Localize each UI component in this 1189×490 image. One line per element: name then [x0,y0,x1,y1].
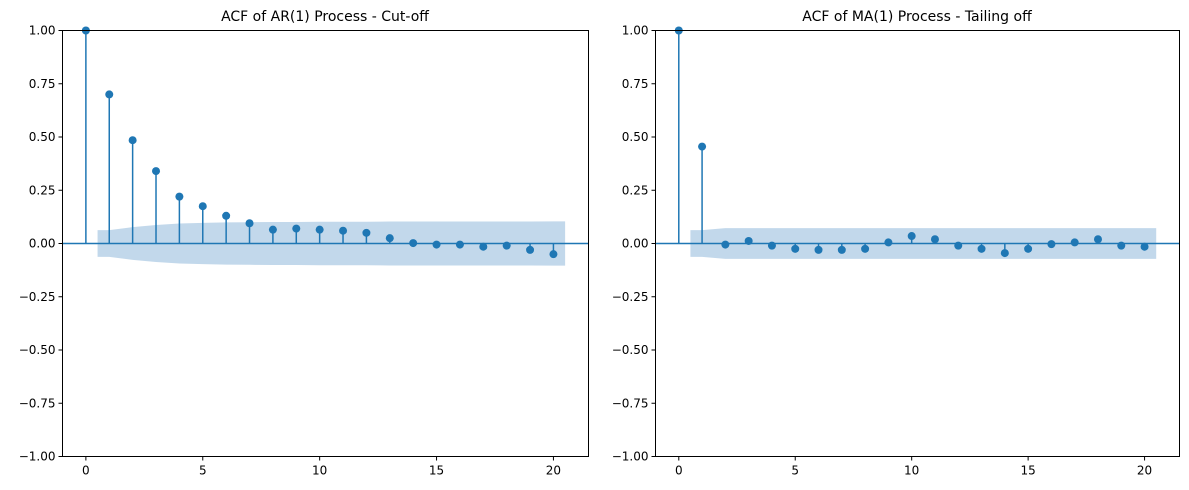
x-tick-label: 20 [1137,464,1152,478]
y-tick-label: 0.00 [622,237,649,251]
data-point [698,142,707,151]
plot-area: −1.00 −0.75 −0.50 −0.25 0.00 0.25 0.50 0.75 1.00… [612,24,1180,478]
x-tick-label: 20 [546,464,561,478]
data-point [432,240,441,249]
data-point [884,238,893,247]
data-point [105,90,114,99]
data-point [1000,249,1009,258]
chart-title: ACF of MA(1) Process - Tailing off [802,9,1032,25]
data-point [222,211,231,220]
y-tick-label: −0.25 [19,290,56,304]
data-point [362,228,371,237]
y-tick-label: 0.50 [622,130,649,144]
y-tick-label: −0.75 [612,396,649,410]
data-point [1024,244,1033,253]
x-tick-label: 10 [312,464,327,478]
data-point [977,244,986,253]
y-tick-label: −1.00 [612,450,649,464]
y-tick-label: −0.50 [19,343,56,357]
data-point [268,225,277,234]
y-tick-label: −0.75 [19,396,56,410]
data-point [409,239,418,248]
acf-ar1-panel: ACF of AR(1) Process - Cut-off −1.00 −0.7… [19,9,589,478]
y-tick-label: 1.00 [622,24,649,38]
y-tick-label: −0.25 [612,290,649,304]
data-point [1093,235,1102,244]
data-point [479,242,488,251]
data-point [1070,238,1079,247]
data-point [245,219,254,228]
data-point [315,225,324,234]
y-tick-label: −1.00 [19,450,56,464]
y-tick-label: 0.50 [29,130,56,144]
plot-area: −1.00 −0.75 −0.50 −0.25 0.00 0.25 0.50 0.75 1.00… [19,24,589,478]
data-point [767,241,776,250]
data-point [930,235,939,244]
y-tick-label: 0.75 [622,77,649,91]
data-point [837,245,846,254]
x-tick-label: 0 [82,464,90,478]
chart-title: ACF of AR(1) Process - Cut-off [221,9,429,25]
x-tick-label: 15 [1020,464,1035,478]
data-point [954,241,963,250]
data-point [152,167,161,176]
y-tick-label: −0.50 [612,343,649,357]
y-tick-label: 0.75 [29,77,56,91]
y-tick-label: 0.00 [29,237,56,251]
x-tick-label: 15 [429,464,444,478]
y-tick-label: 1.00 [29,24,56,38]
data-point [502,241,511,250]
data-point [385,234,394,243]
data-point [455,240,464,249]
data-point [791,244,800,253]
y-tick-label: 0.25 [29,183,56,197]
data-point [861,244,870,253]
data-point [814,245,823,254]
axes-frame [655,30,1180,457]
data-point [744,236,753,245]
axes-frame [62,30,589,457]
data-point [128,136,137,145]
data-point [175,192,184,201]
data-point [198,202,207,211]
data-point [907,232,916,241]
data-point [339,226,348,235]
data-point [549,250,558,259]
y-tick-label: 0.25 [622,183,649,197]
data-point [292,224,301,233]
data-point [526,245,535,254]
data-point [1047,240,1056,249]
x-tick-label: 5 [199,464,207,478]
data-point [1117,241,1126,250]
acf-ma1-panel: ACF of MA(1) Process - Tailing off −1.00… [612,9,1180,478]
x-tick-label: 10 [904,464,919,478]
data-point [721,240,730,249]
x-tick-label: 5 [791,464,799,478]
data-point [1140,242,1149,251]
x-tick-label: 0 [675,464,683,478]
